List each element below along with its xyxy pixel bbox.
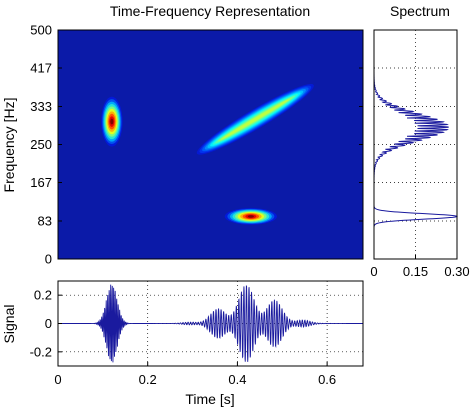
spectrum-title: Spectrum [390, 3, 450, 19]
spectrum-panel: Spectrum 0 0.15 0.30 [370, 3, 469, 279]
signal-ytick-label: 0.2 [34, 288, 52, 303]
tf-y-ticks: 0 83 167 250 333 417 500 [30, 23, 363, 267]
signal-ylabel: Signal [1, 305, 17, 344]
spectrum-xtick-label: 0 [370, 264, 377, 279]
tf-blobs [101, 83, 314, 225]
tf-ytick-label: 83 [38, 213, 52, 228]
tf-component-atom [224, 208, 277, 225]
signal-xtick-label: 0.6 [318, 372, 336, 387]
tf-ytick-label: 250 [30, 137, 52, 152]
spectrum-xtick-label: 0.15 [403, 264, 428, 279]
tf-ytick-label: 333 [30, 99, 52, 114]
signal-y-ticks: 0.2 0 -0.2 [30, 288, 62, 359]
tf-title: Time-Frequency Representation [110, 3, 310, 19]
tf-panel: Time-Frequency Representation 0 83 167 250 3… [1, 3, 364, 267]
tf-ytick-label: 167 [30, 175, 52, 190]
signal-ytick-label: -0.2 [30, 344, 52, 359]
signal-xlabel: Time [s] [185, 391, 234, 407]
tf-ytick-label: 0 [45, 252, 52, 267]
tf-ytick-label: 500 [30, 23, 52, 38]
signal-x-ticks: 0 0.2 0.4 0.6 [54, 362, 336, 387]
signal-line [58, 284, 363, 363]
signal-panel: 0.20-0.2 0 0.2 0.4 0.6 Signal Time [s] [1, 280, 364, 407]
spectrum-x-ticks: 0 0.15 0.30 [370, 255, 470, 279]
signal-ytick-label: 0 [45, 316, 52, 331]
tf-ytick-label: 417 [30, 61, 52, 76]
tf-component-chirp [196, 83, 314, 155]
tf-ylabel: Frequency [Hz] [1, 98, 17, 193]
signal-xtick-label: 0.2 [139, 372, 157, 387]
signal-xtick-label: 0 [54, 372, 61, 387]
spectrum-background [374, 30, 457, 259]
spectrum-xtick-label: 0.30 [444, 264, 469, 279]
signal-xtick-label: 0.4 [228, 372, 246, 387]
tf-component-atom [101, 96, 123, 147]
